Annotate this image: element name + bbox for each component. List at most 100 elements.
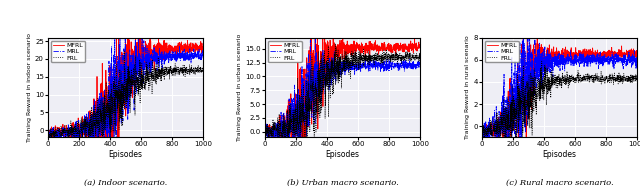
MFRL: [324, 41, 332, 43]
FRL: [324, 77, 332, 79]
MRL: [151, 61, 159, 63]
Line: MRL: MRL: [265, 39, 420, 153]
FRL: [277, 125, 285, 127]
FRL: [633, 77, 640, 80]
MFRL: [330, 45, 337, 48]
Title: (c) Rural macro scenario.: (c) Rural macro scenario.: [506, 179, 613, 187]
Line: FRL: FRL: [48, 52, 203, 144]
MRL: [113, 153, 120, 156]
MFRL: [585, 55, 593, 58]
MRL: [107, 122, 115, 124]
MFRL: [199, 49, 207, 51]
Y-axis label: Training Reward in urban scenario: Training Reward in urban scenario: [237, 34, 242, 141]
MRL: [261, 131, 269, 133]
FRL: [113, 98, 120, 100]
FRL: [385, 53, 393, 55]
MRL: [494, 124, 502, 127]
X-axis label: Episodes: Episodes: [542, 150, 577, 159]
FRL: [332, 43, 339, 45]
MFRL: [321, 26, 328, 28]
FRL: [547, 88, 554, 90]
MRL: [416, 66, 424, 68]
MFRL: [599, 52, 607, 54]
FRL: [541, 88, 548, 90]
MRL: [312, 38, 319, 41]
FRL: [120, 50, 128, 53]
MRL: [44, 130, 52, 132]
MRL: [165, 55, 173, 57]
Line: MFRL: MFRL: [48, 24, 203, 176]
MRL: [168, 54, 176, 56]
FRL: [310, 158, 318, 160]
MRL: [199, 55, 207, 57]
Y-axis label: Training Reward in indoor scenario: Training Reward in indoor scenario: [27, 33, 32, 142]
Legend: MFRL, MRL, FRL: MFRL, MRL, FRL: [268, 41, 301, 62]
MRL: [602, 57, 610, 59]
FRL: [368, 61, 376, 63]
MFRL: [165, 51, 173, 54]
MRL: [113, 127, 120, 130]
FRL: [168, 67, 176, 70]
FRL: [478, 130, 486, 132]
MRL: [368, 66, 376, 68]
MRL: [585, 59, 593, 62]
MFRL: [298, 156, 306, 158]
FRL: [261, 132, 269, 134]
FRL: [416, 52, 424, 54]
FRL: [107, 108, 115, 110]
MFRL: [633, 55, 640, 57]
MRL: [541, 46, 548, 48]
FRL: [151, 80, 159, 82]
MFRL: [277, 133, 285, 136]
MRL: [633, 56, 640, 59]
MFRL: [368, 44, 376, 46]
MFRL: [44, 127, 52, 129]
MFRL: [547, 52, 554, 55]
MFRL: [515, 151, 522, 153]
Title: (a) Indoor scenario.: (a) Indoor scenario.: [84, 179, 167, 187]
Y-axis label: Training Reward in rural scenario: Training Reward in rural scenario: [465, 36, 470, 139]
MFRL: [104, 175, 111, 177]
Line: MRL: MRL: [482, 29, 637, 175]
FRL: [602, 75, 610, 77]
Line: FRL: FRL: [482, 61, 637, 154]
MFRL: [113, 69, 120, 72]
MFRL: [168, 45, 176, 47]
MRL: [382, 67, 390, 69]
MRL: [330, 74, 337, 76]
MFRL: [382, 47, 390, 49]
MRL: [60, 132, 68, 135]
MFRL: [60, 130, 68, 132]
X-axis label: Episodes: Episodes: [108, 150, 143, 159]
MRL: [547, 59, 554, 61]
MFRL: [541, 56, 548, 58]
MRL: [531, 28, 539, 30]
MFRL: [416, 43, 424, 45]
FRL: [585, 75, 593, 77]
MRL: [135, 22, 143, 24]
MFRL: [151, 43, 159, 46]
FRL: [382, 58, 390, 60]
MFRL: [478, 133, 486, 135]
MRL: [277, 127, 285, 129]
MRL: [478, 126, 486, 128]
MRL: [599, 65, 607, 67]
FRL: [505, 153, 513, 155]
MFRL: [524, 12, 531, 14]
MRL: [385, 64, 393, 67]
Line: MFRL: MFRL: [482, 13, 637, 152]
MFRL: [132, 23, 140, 25]
FRL: [60, 130, 68, 133]
Line: FRL: FRL: [265, 44, 420, 159]
MRL: [517, 174, 525, 176]
FRL: [494, 124, 502, 126]
FRL: [199, 68, 207, 70]
MFRL: [107, 139, 115, 141]
MFRL: [385, 42, 393, 44]
FRL: [165, 72, 173, 75]
FRL: [330, 84, 337, 86]
FRL: [538, 60, 545, 62]
MRL: [324, 73, 332, 76]
FRL: [44, 132, 52, 135]
MRL: [281, 152, 289, 154]
